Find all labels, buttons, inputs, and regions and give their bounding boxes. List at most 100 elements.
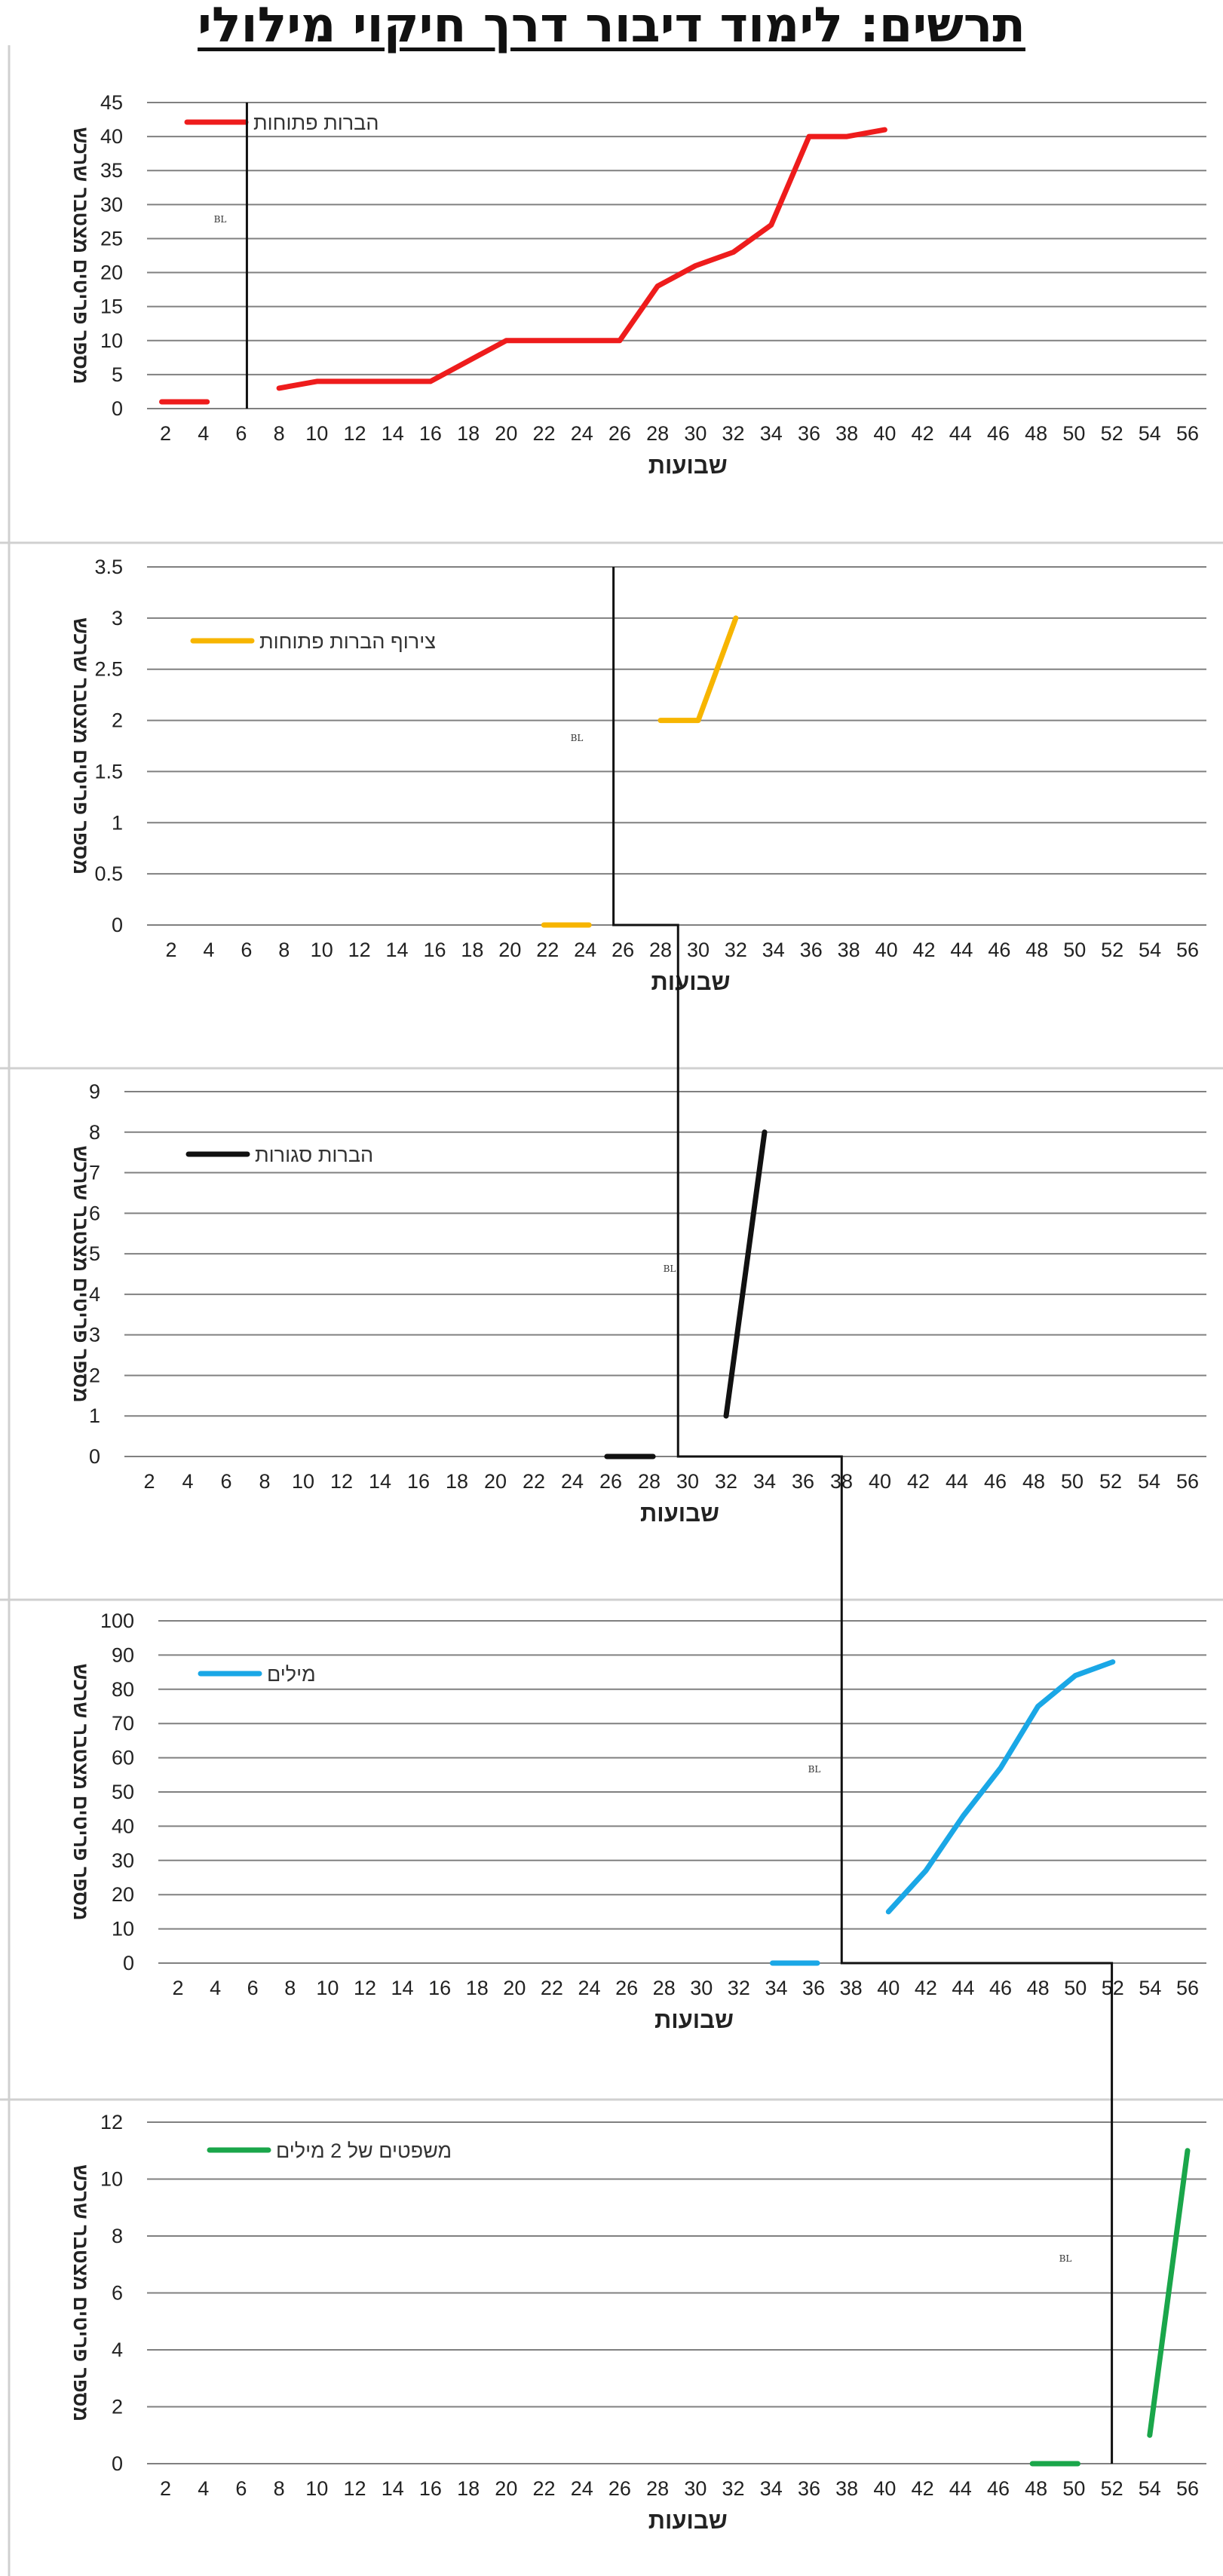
x-tick-label: 36 [798,2477,820,2500]
x-tick-label: 38 [835,422,858,445]
x-tick-label: 30 [676,1470,699,1493]
x-axis-label: שבועות [654,2007,734,2033]
x-tick-label: 2 [165,939,176,961]
x-tick-label: 50 [1064,1977,1087,1999]
baseline-label: BL [664,1263,676,1274]
x-tick-label: 10 [292,1470,314,1493]
y-tick-label: 35 [100,159,123,182]
y-axis-label: מספר פריטים מצטבר שרכש [69,1146,92,1403]
x-tick-label: 10 [316,1977,339,1999]
x-tick-label: 36 [798,422,820,445]
x-tick-label: 4 [203,939,214,961]
baseline-label: BL [808,1764,821,1775]
y-tick-label: 1.5 [94,760,123,783]
x-tick-label: 20 [484,1470,507,1493]
y-tick-label: 2 [112,709,123,732]
x-tick-label: 54 [1139,939,1161,961]
y-tick-label: 0 [112,2452,123,2475]
y-tick-label: 0 [112,397,123,420]
x-tick-label: 36 [800,939,823,961]
x-tick-label: 22 [541,1977,563,1999]
x-tick-label: 14 [382,422,404,445]
x-tick-label: 4 [210,1977,221,1999]
y-tick-label: 2.5 [94,658,123,681]
y-axis-label: מספר פריטים מצטבר שרכש [69,1664,92,1921]
x-tick-label: 52 [1101,2477,1123,2500]
x-tick-label: 56 [1176,939,1199,961]
x-tick-label: 28 [646,422,669,445]
y-tick-label: 25 [100,227,123,250]
x-axis-label: שבועות [651,969,731,995]
x-tick-label: 12 [354,1977,376,1999]
x-tick-label: 10 [311,939,333,961]
x-tick-label: 16 [419,422,442,445]
x-tick-label: 20 [503,1977,526,1999]
x-tick-label: 34 [760,2477,783,2500]
y-tick-label: 5 [112,363,123,386]
x-tick-label: 12 [343,422,366,445]
x-tick-label: 30 [687,939,710,961]
x-tick-label: 22 [533,2477,556,2500]
y-tick-label: 40 [100,125,123,148]
x-tick-label: 52 [1101,939,1123,961]
y-tick-label: 20 [100,262,123,284]
y-tick-label: 45 [100,91,123,114]
legend-label: מילים [267,1663,316,1686]
x-tick-label: 14 [382,2477,404,2500]
y-tick-label: 15 [100,296,123,318]
x-tick-label: 56 [1176,1977,1199,1999]
y-tick-label: 10 [112,1918,134,1940]
x-tick-label: 46 [987,2477,1010,2500]
x-tick-label: 30 [684,2477,707,2500]
baseline-label: BL [214,214,227,225]
x-tick-label: 26 [612,939,634,961]
x-tick-label: 12 [330,1470,353,1493]
x-tick-label: 24 [571,422,593,445]
x-tick-label: 4 [198,2477,209,2500]
y-tick-label: 80 [112,1678,134,1701]
x-tick-label: 40 [877,1977,900,1999]
x-tick-label: 18 [466,1977,489,1999]
x-tick-label: 6 [247,1977,259,1999]
x-tick-label: 22 [536,939,559,961]
y-tick-label: 50 [112,1781,134,1803]
x-tick-label: 46 [984,1470,1007,1493]
x-tick-label: 42 [915,1977,937,1999]
series-line [1147,2148,1191,2438]
x-tick-label: 46 [987,422,1010,445]
y-tick-label: 3 [89,1324,100,1346]
y-tick-label: 60 [112,1747,134,1769]
baseline-label: BL [1059,2253,1072,2264]
x-tick-label: 28 [638,1470,661,1493]
y-tick-label: 7 [89,1162,100,1184]
x-tick-label: 42 [912,939,935,961]
y-tick-label: 0 [89,1445,100,1468]
x-tick-label: 40 [869,1470,891,1493]
y-tick-label: 10 [100,2168,123,2191]
x-tick-label: 12 [348,939,371,961]
x-tick-label: 46 [989,1977,1012,1999]
y-tick-label: 6 [112,2282,123,2305]
x-tick-label: 24 [574,939,596,961]
series-line [723,1129,768,1419]
x-tick-label: 2 [160,422,171,445]
y-tick-label: 0.5 [94,862,123,885]
x-tick-label: 52 [1101,422,1123,445]
x-tick-label: 20 [495,2477,517,2500]
y-tick-label: 3 [112,607,123,629]
x-tick-label: 32 [715,1470,737,1493]
x-tick-label: 4 [182,1470,193,1493]
series-line [885,1659,1116,1915]
y-tick-label: 4 [112,2339,123,2361]
x-tick-label: 8 [278,939,290,961]
x-tick-label: 34 [760,422,783,445]
x-tick-label: 28 [649,939,672,961]
y-tick-label: 10 [100,329,123,352]
x-tick-label: 44 [950,939,973,961]
x-tick-label: 14 [386,939,409,961]
x-tick-label: 40 [875,939,898,961]
x-tick-label: 30 [684,422,707,445]
y-tick-label: 0 [123,1952,134,1974]
y-axis-label: מספר פריטים מצטבר שרכש [69,617,92,874]
